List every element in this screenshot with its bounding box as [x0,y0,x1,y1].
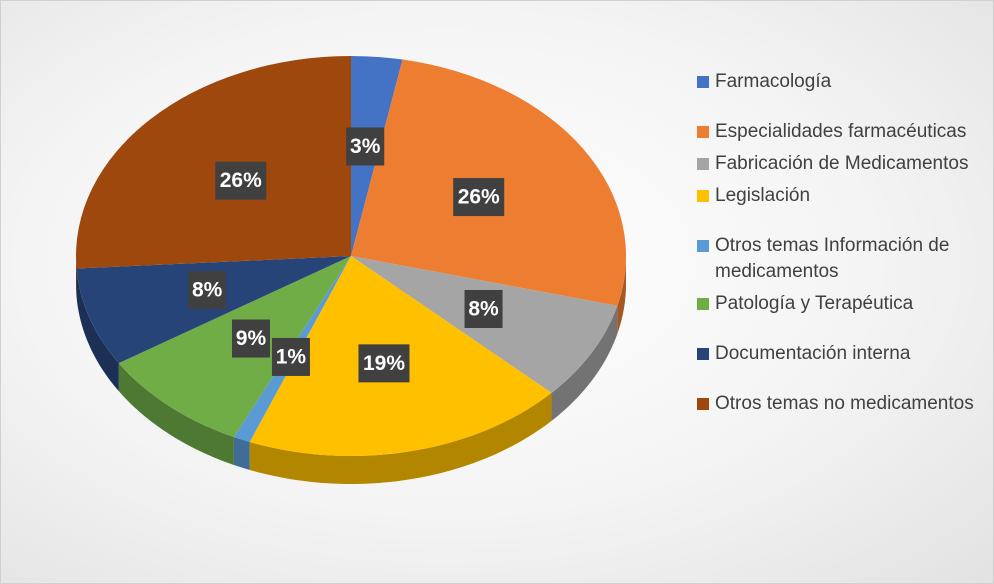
slice-side [233,436,250,470]
slice-top [75,56,351,269]
data-label: 3% [350,135,381,158]
slice [75,56,351,297]
data-label: 26% [458,186,500,209]
legend-label: Fabricación de Medicamentos [715,153,969,174]
data-label-box [231,319,270,358]
legend-item: Fabricación de Medicamentos [697,151,987,177]
slice [76,256,351,392]
legend-swatch [697,126,709,138]
data-label-box [464,289,503,328]
legend-label: Documentación interna [715,343,911,364]
data-label: 8% [192,279,223,302]
slice-side [551,305,618,421]
legend-swatch [697,190,709,202]
legend-item: Documentación interna [697,341,987,367]
data-label-box [453,178,505,217]
legend-item: Especialidades farmacéuticas [697,119,987,145]
legend-swatch [697,348,709,360]
legend-label: Legislación [715,185,811,206]
legend-swatch [697,240,709,252]
slice-side [76,256,77,297]
legend: Farmacología Especialidades farmacéuticas… [697,69,987,417]
data-label-box [346,127,385,166]
legend-swatch [697,398,709,410]
data-label-box [271,337,310,376]
slice-top [76,256,351,364]
slice-side [249,392,552,484]
legend-swatch [697,158,709,170]
data-label-box [188,270,227,309]
legend-swatch [697,298,709,310]
data-label: 8% [468,298,499,321]
legend-item: Farmacología [697,69,987,95]
data-label: 19% [363,352,405,375]
legend-item: Legislación [697,183,987,209]
legend-label: Farmacología [715,71,832,92]
data-label-box [358,344,410,383]
legend-item: Patología y Terapéutica [697,291,987,317]
legend-label: Patología y Terapéutica [715,293,914,314]
data-label: 9% [236,327,267,350]
slice-side [118,363,234,465]
legend-swatch [697,76,709,88]
data-label: 1% [276,345,307,368]
data-label: 26% [220,169,262,192]
legend-item: Otros temas Información de medicamentos [697,233,987,285]
legend-item: Otros temas no medicamentos [697,391,987,417]
data-label-box [215,161,267,200]
legend-label: Otros temas no medicamentos [715,393,974,414]
slice-side [617,256,626,334]
legend-label: Especialidades farmacéuticas [715,121,967,142]
legend-label: Otros temas Información de medicamentos [715,235,950,282]
slice-side [76,268,119,392]
